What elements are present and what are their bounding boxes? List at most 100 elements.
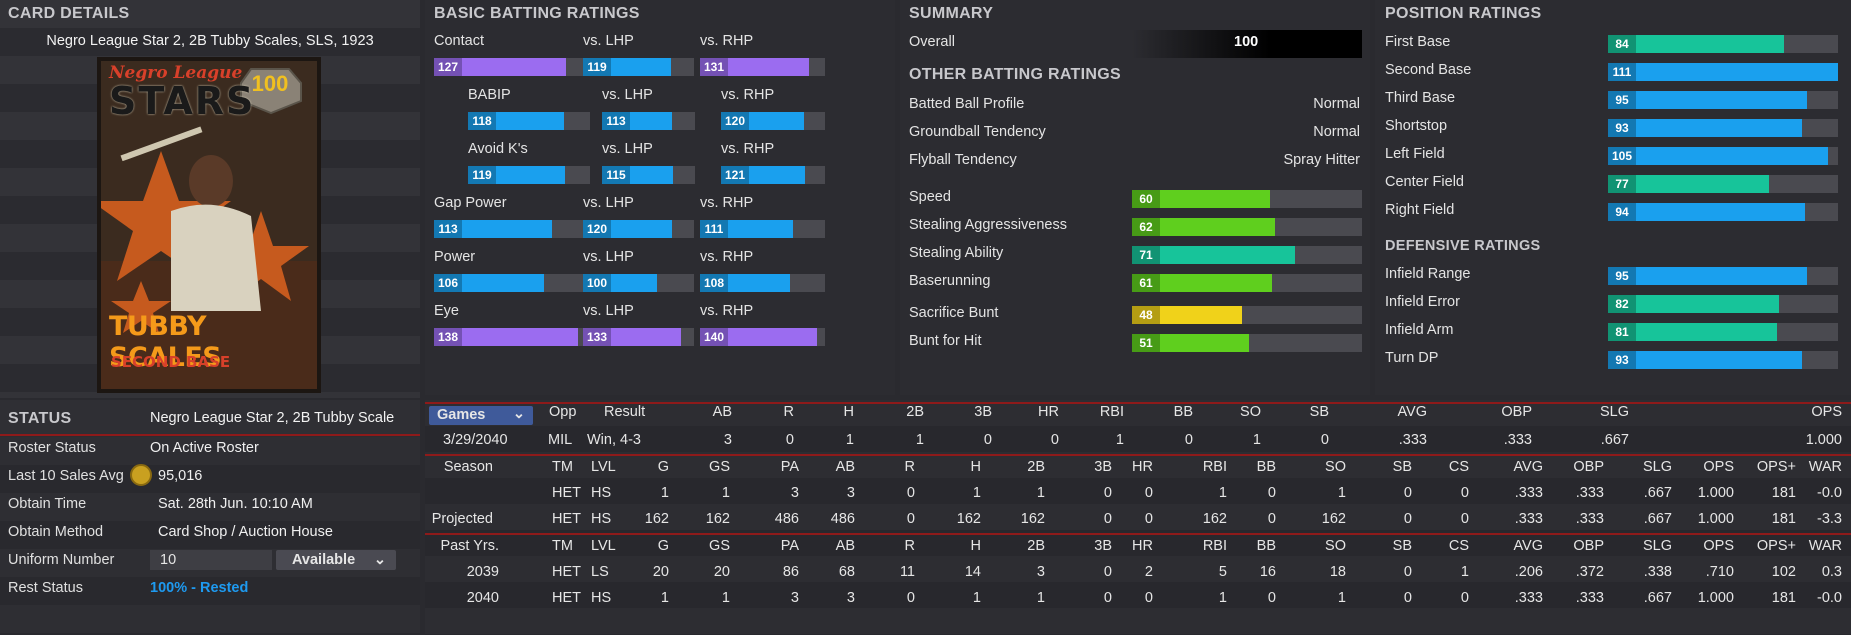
- batting-bar-2-2-value: 121: [721, 166, 749, 184]
- batting-vs-rhp-label-2: vs. RHP: [721, 141, 775, 157]
- batting-bar-2-1-value: 115: [602, 166, 630, 184]
- games-row-cell-6: 1: [915, 432, 924, 448]
- position-bar-4-fill: [1608, 147, 1828, 165]
- batting-bar-2-0: 119: [468, 166, 590, 184]
- season-table-row-0-cell-2: HS: [591, 485, 612, 501]
- season-table-header-17: AVG: [1513, 459, 1543, 475]
- position-ratings-header: POSITION RATINGS: [1385, 5, 1542, 22]
- past-years-table-row-1-cell-21: 181: [1771, 590, 1796, 606]
- batting-bar-4-1-value: 100: [583, 274, 611, 292]
- batting-vs-rhp-label-1: vs. RHP: [721, 87, 775, 103]
- past-years-table-row-1-cell-0: 2040: [466, 590, 499, 606]
- other-rating-label-2: Stealing Ability: [909, 245, 1004, 261]
- batting-bar-0-2-value: 131: [700, 58, 728, 76]
- other-rating-bar-2-fill: [1132, 246, 1295, 264]
- season-table-row-0-cell-9: 1: [1036, 485, 1045, 501]
- games-header-11: SB: [1309, 404, 1329, 420]
- batting-bar-2-2: 121: [721, 166, 825, 184]
- status-header: STATUS: [8, 410, 72, 427]
- profile-value-2: Spray Hitter: [1283, 152, 1360, 168]
- batting-label-4: Power: [434, 249, 476, 265]
- uniform-availability-value: Available: [292, 552, 356, 568]
- overall-label: Overall: [909, 34, 955, 50]
- past-years-table-header-3: G: [657, 538, 669, 554]
- uniform-availability-select[interactable]: Available ⌄: [276, 550, 396, 570]
- uniform-number-value: 10: [160, 552, 177, 568]
- batting-vs-rhp-label-0: vs. RHP: [700, 33, 754, 49]
- past-years-table-row-0-cell-15: 0: [1403, 564, 1412, 580]
- other-rating-bar-4-fill: [1132, 306, 1242, 324]
- other-rating-bar-3-fill: [1132, 274, 1272, 292]
- past-years-table-row-0-cell-17: .206: [1514, 564, 1543, 580]
- games-select[interactable]: Games ⌄: [429, 406, 533, 425]
- defensive-bar-2: 81: [1608, 323, 1838, 341]
- past-years-table-row-1-cell-14: 1: [1337, 590, 1346, 606]
- defensive-bar-2-fill: [1608, 323, 1777, 341]
- games-row-cell-9: 1: [1115, 432, 1124, 448]
- batting-bar-1-1: 113: [602, 112, 695, 130]
- status-player-name: Negro League Star 2, 2B Tubby Scale: [150, 410, 395, 426]
- season-table-row-0-cell-5: 3: [790, 485, 799, 501]
- past-years-table-header-19: SLG: [1642, 538, 1672, 554]
- position-bar-2-value: 95: [1608, 91, 1636, 109]
- batting-vs-rhp-label-3: vs. RHP: [700, 195, 754, 211]
- games-table: Opp Result AB R H 2B 3B HR RBI BB SO SB AVG OBP SLG OPS…: [425, 400, 1851, 452]
- season-table-header-4: GS: [709, 459, 730, 475]
- past-years-table-row-0-cell-5: 86: [782, 564, 799, 580]
- season-table-header-0: Season: [443, 459, 493, 475]
- season-table-header-14: SO: [1325, 459, 1346, 475]
- past-years-table-row-0-cell-10: 0: [1103, 564, 1112, 580]
- batting-label-2: Avoid K's: [468, 141, 528, 157]
- position-bar-1: 111: [1608, 63, 1838, 81]
- batting-bar-4-2-value: 108: [700, 274, 728, 292]
- other-rating-label-0: Speed: [909, 189, 951, 205]
- roster-status-value: On Active Roster: [150, 440, 259, 456]
- games-header-12: AVG: [1397, 404, 1427, 420]
- season-table-row-1-cell-4: 162: [705, 511, 730, 527]
- season-table-header-19: SLG: [1642, 459, 1672, 475]
- games-header-6: 3B: [974, 404, 992, 420]
- season-table-row-1-cell-15: 0: [1403, 511, 1412, 527]
- games-row-cell-0: 3/29/2040: [443, 432, 508, 448]
- batting-vs-lhp-label-3: vs. LHP: [583, 195, 634, 211]
- batting-bar-1-0-value: 118: [468, 112, 496, 130]
- card-stars-text: STARS: [109, 79, 256, 123]
- basic-batting-header: BASIC BATTING RATINGS: [434, 5, 640, 22]
- season-table-row-0-cell-8: 1: [972, 485, 981, 501]
- position-ratings-panel: POSITION RATINGS First Base 84 Second Base…: [1375, 0, 1851, 395]
- summary-panel: SUMMARY Overall 100 OTHER BATTING RATING…: [900, 0, 1370, 395]
- other-rating-bar-2-value: 71: [1132, 246, 1160, 264]
- season-table-header-13: BB: [1256, 459, 1276, 475]
- position-bar-2-fill: [1608, 91, 1807, 109]
- batting-bar-1-2-fill: [721, 112, 804, 130]
- season-table-row-1-cell-3: 162: [644, 511, 669, 527]
- defensive-bar-3: 93: [1608, 351, 1838, 369]
- games-header-7: HR: [1038, 404, 1059, 420]
- card-art-icon: [101, 61, 317, 389]
- past-years-table-row-0-cell-7: 11: [899, 564, 915, 580]
- status-panel: STATUS Negro League Star 2, 2B Tubby Sca…: [0, 400, 420, 635]
- other-rating-bar-5-value: 51: [1132, 334, 1160, 352]
- season-table-row-1-cell-20: 1.000: [1697, 511, 1734, 527]
- past-years-table-header-12: RBI: [1202, 538, 1227, 554]
- defensive-label-2: Infield Arm: [1385, 322, 1454, 338]
- past-years-table-row-1-cell-13: 0: [1267, 590, 1276, 606]
- games-header-15: OPS: [1811, 404, 1842, 420]
- past-years-table-row-1-cell-15: 0: [1403, 590, 1412, 606]
- other-rating-label-5: Bunt for Hit: [909, 333, 982, 349]
- games-row-cell-15: .667: [1600, 432, 1629, 448]
- uniform-number-input[interactable]: 10: [150, 550, 272, 570]
- games-header-14: SLG: [1599, 404, 1629, 420]
- batting-bar-5-0-fill: [434, 328, 578, 346]
- season-table-row-1-cell-7: 0: [906, 511, 915, 527]
- season-table-row-0-cell-1: HET: [552, 485, 581, 501]
- position-bar-0-fill: [1608, 35, 1784, 53]
- season-table-header-6: AB: [835, 459, 855, 475]
- other-rating-bar-2: 71: [1132, 246, 1362, 264]
- position-bar-0-value: 84: [1608, 35, 1636, 53]
- batting-bar-4-0: 106: [434, 274, 590, 292]
- season-table-row-0-cell-19: .667: [1643, 485, 1672, 501]
- past-years-table-header-11: HR: [1132, 538, 1153, 554]
- other-rating-bar-1-value: 62: [1132, 218, 1160, 236]
- season-table-row-0-cell-14: 1: [1337, 485, 1346, 501]
